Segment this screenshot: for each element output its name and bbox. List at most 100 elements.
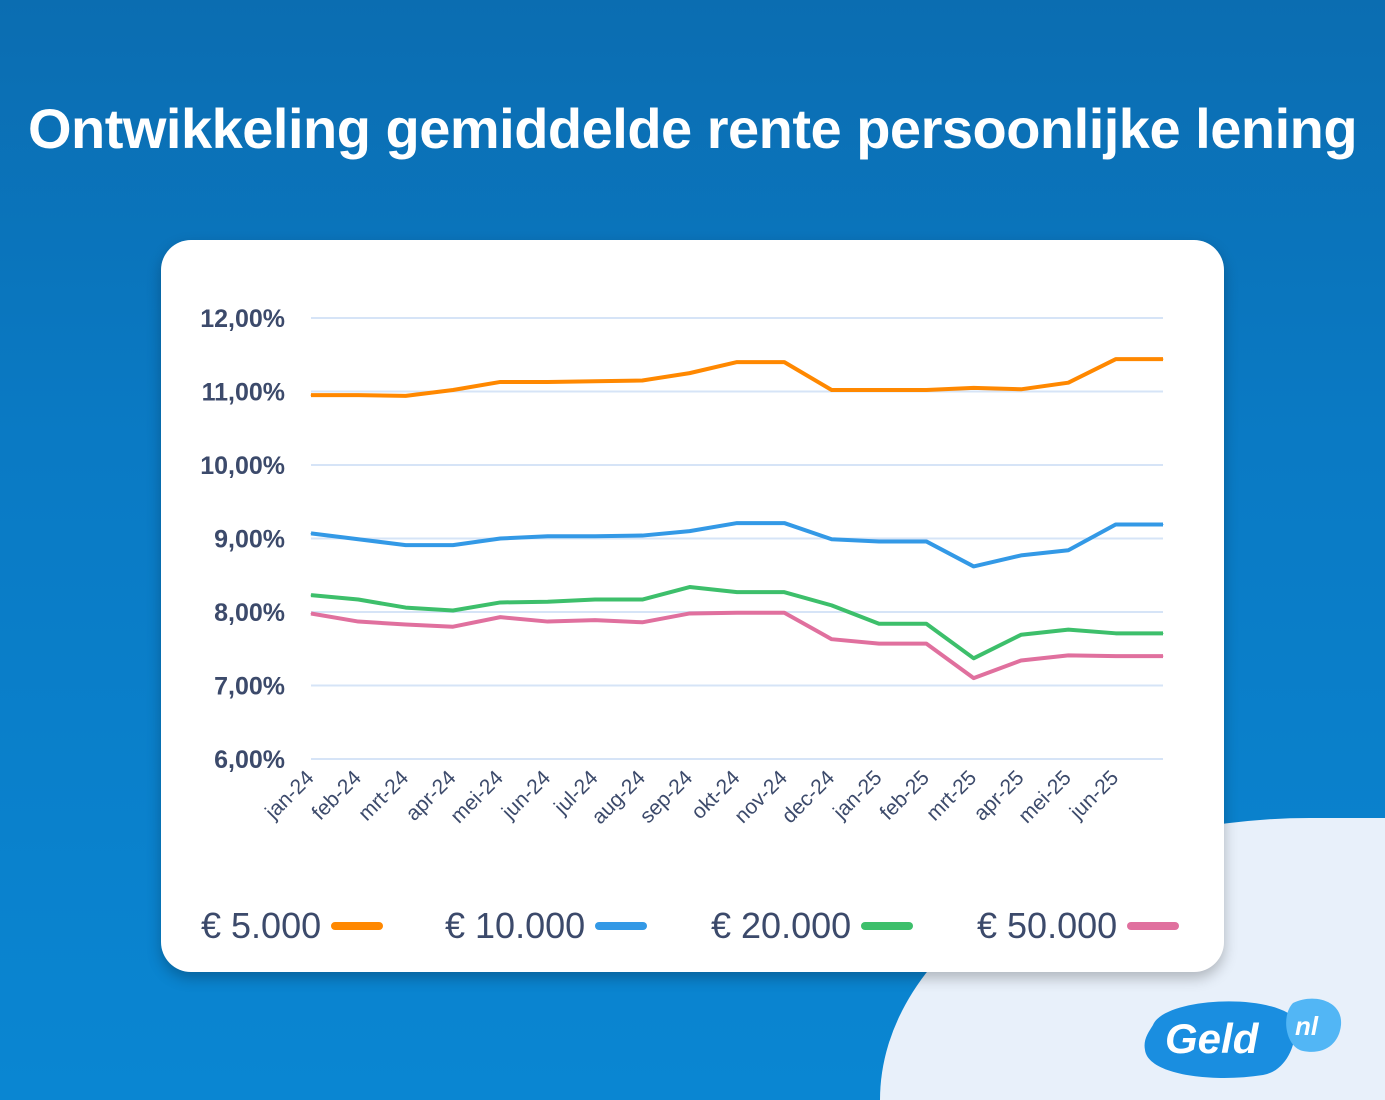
data-point <box>405 544 407 546</box>
chart-card <box>161 240 1224 972</box>
data-point <box>1115 655 1117 657</box>
data-point <box>831 604 833 606</box>
data-point <box>594 380 596 382</box>
data-point <box>405 623 407 625</box>
x-tick-label: dec-24 <box>778 766 840 828</box>
data-point <box>357 599 359 601</box>
legend-item: € 20.000 <box>711 905 914 947</box>
series-line-1 <box>311 357 1163 398</box>
x-tick-label: feb-25 <box>875 766 933 824</box>
y-tick-label: 11,00% <box>202 379 285 407</box>
y-tick-label: 6,00% <box>214 746 285 774</box>
y-tick-label: 9,00% <box>214 526 285 554</box>
data-point <box>1020 388 1022 390</box>
data-point <box>641 621 643 623</box>
y-tick-label: 7,00% <box>214 673 285 701</box>
data-point <box>736 522 738 524</box>
series-line-2 <box>310 521 1163 569</box>
legend-swatch <box>861 922 914 930</box>
data-point <box>689 586 691 588</box>
data-point <box>594 535 596 537</box>
data-point <box>452 610 454 612</box>
x-tick-label: jan-25 <box>828 766 886 824</box>
data-point <box>831 389 833 391</box>
data-point <box>499 601 501 603</box>
geld-nl-logo: Geld nl <box>1144 998 1342 1078</box>
x-tick-label: jun-25 <box>1065 766 1123 824</box>
data-point <box>878 643 880 645</box>
x-tick-label: mrt-24 <box>354 766 413 825</box>
data-point <box>736 591 738 593</box>
svg-text:nl: nl <box>1295 1011 1319 1041</box>
data-point <box>783 522 785 524</box>
legend-item: € 10.000 <box>445 905 648 947</box>
data-point <box>357 538 359 540</box>
data-point <box>1162 524 1164 526</box>
data-point <box>689 612 691 614</box>
data-point <box>973 387 975 389</box>
x-tick-label: mei-25 <box>1014 766 1076 828</box>
data-point <box>357 621 359 623</box>
data-point <box>310 612 312 614</box>
legend-item: € 50.000 <box>977 905 1180 947</box>
data-point <box>1162 632 1164 634</box>
data-point <box>1020 634 1022 636</box>
data-point <box>831 638 833 640</box>
data-point <box>1162 358 1164 360</box>
data-point <box>1067 549 1069 551</box>
legend-swatch <box>1127 922 1180 930</box>
data-point <box>1067 629 1069 631</box>
x-tick-label: nov-24 <box>730 766 792 828</box>
data-point <box>1067 654 1069 656</box>
data-point <box>547 535 549 537</box>
data-point <box>405 607 407 609</box>
series-line-3 <box>310 585 1163 661</box>
chart-legend: € 5.000 € 10.000 € 20.000 € 50.000 <box>161 905 1224 955</box>
data-point <box>973 657 975 659</box>
data-point <box>499 538 501 539</box>
data-point <box>310 532 312 534</box>
data-point <box>357 394 359 396</box>
data-point <box>310 594 312 596</box>
legend-label: € 50.000 <box>977 905 1118 946</box>
data-point <box>925 540 927 542</box>
data-point <box>1020 660 1022 662</box>
x-tick-label: sep-24 <box>636 766 698 828</box>
data-point <box>925 643 927 645</box>
x-tick-label: feb-24 <box>307 766 366 825</box>
data-point <box>878 623 880 625</box>
data-point <box>547 601 549 603</box>
data-point <box>1162 655 1164 657</box>
data-point <box>452 389 454 391</box>
x-tick-label: mei-24 <box>446 766 508 828</box>
data-point <box>547 621 549 623</box>
data-point <box>499 381 501 383</box>
data-point <box>1020 554 1022 556</box>
data-point <box>831 538 833 540</box>
data-point <box>547 381 549 383</box>
y-tick-label: 12,00% <box>200 305 285 333</box>
data-point <box>1067 382 1069 384</box>
data-point <box>1115 524 1117 526</box>
data-point <box>641 379 643 381</box>
legend-label: € 20.000 <box>711 905 852 946</box>
data-point <box>878 540 880 542</box>
data-point <box>310 394 312 396</box>
x-tick-label: mrt-25 <box>922 766 981 825</box>
data-point <box>925 389 927 391</box>
legend-item: € 5.000 <box>201 905 384 947</box>
data-point <box>736 361 738 363</box>
data-point <box>783 591 785 593</box>
svg-text:Geld: Geld <box>1165 1015 1260 1062</box>
data-point <box>641 599 643 601</box>
legend-swatch <box>331 922 384 930</box>
legend-swatch <box>595 922 648 930</box>
x-tick-label: jan-24 <box>260 766 318 824</box>
x-tick-label: aug-24 <box>587 766 650 829</box>
data-point <box>783 612 785 614</box>
legend-label: € 10.000 <box>445 905 586 946</box>
data-point <box>736 612 738 614</box>
data-point <box>689 530 691 532</box>
data-point <box>594 619 596 621</box>
